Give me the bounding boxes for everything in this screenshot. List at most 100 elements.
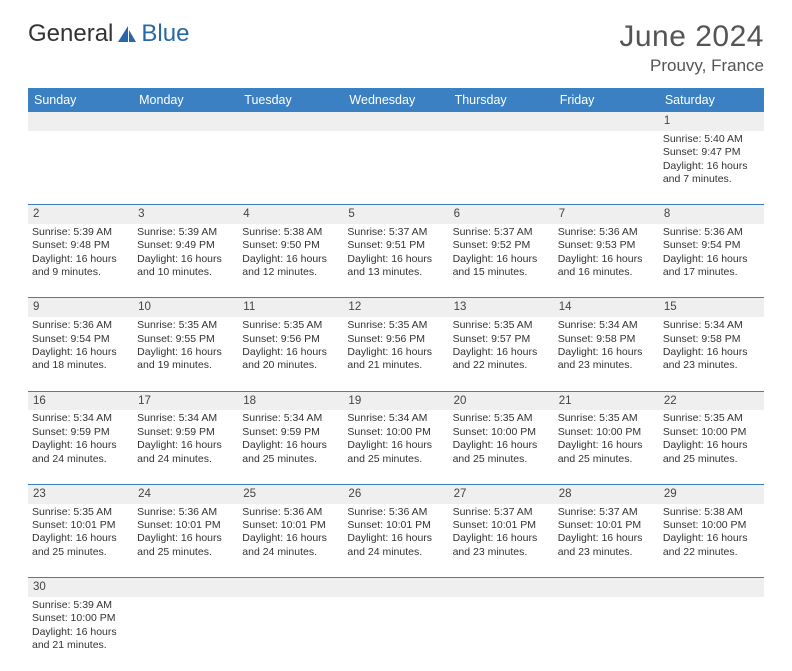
day-cell: Sunrise: 5:35 AMSunset: 9:56 PMDaylight:…: [343, 317, 448, 391]
calendar-table: Sunday Monday Tuesday Wednesday Thursday…: [28, 88, 764, 671]
daylight-text-2: and 10 minutes.: [137, 266, 234, 279]
sunset-text: Sunset: 9:49 PM: [137, 239, 234, 252]
daylight-text-1: Daylight: 16 hours: [558, 346, 655, 359]
day-content-row: Sunrise: 5:39 AMSunset: 9:48 PMDaylight:…: [28, 224, 764, 298]
sunset-text: Sunset: 10:01 PM: [32, 519, 129, 532]
day-number-cell: 6: [449, 205, 554, 224]
day-number-row: 9101112131415: [28, 298, 764, 317]
sunrise-text: Sunrise: 5:35 AM: [347, 319, 444, 332]
weekday-header: Thursday: [449, 88, 554, 112]
day-number-cell: 19: [343, 391, 448, 410]
day-cell: Sunrise: 5:35 AMSunset: 9:56 PMDaylight:…: [238, 317, 343, 391]
sunrise-text: Sunrise: 5:34 AM: [32, 412, 129, 425]
daylight-text-2: and 24 minutes.: [32, 453, 129, 466]
sunrise-text: Sunrise: 5:36 AM: [558, 226, 655, 239]
daylight-text-2: and 21 minutes.: [347, 359, 444, 372]
sunrise-text: Sunrise: 5:35 AM: [558, 412, 655, 425]
sunset-text: Sunset: 10:00 PM: [663, 519, 760, 532]
daylight-text-1: Daylight: 16 hours: [347, 439, 444, 452]
daylight-text-1: Daylight: 16 hours: [32, 253, 129, 266]
sunrise-text: Sunrise: 5:35 AM: [32, 506, 129, 519]
brand-general: General: [28, 20, 113, 48]
day-number-cell: 24: [133, 484, 238, 503]
brand-blue: Blue: [141, 20, 189, 48]
day-cell: Sunrise: 5:35 AMSunset: 10:00 PMDaylight…: [449, 410, 554, 484]
daylight-text-2: and 25 minutes.: [347, 453, 444, 466]
day-cell: Sunrise: 5:34 AMSunset: 10:00 PMDaylight…: [343, 410, 448, 484]
day-content-row: Sunrise: 5:34 AMSunset: 9:59 PMDaylight:…: [28, 410, 764, 484]
daylight-text-2: and 19 minutes.: [137, 359, 234, 372]
sunrise-text: Sunrise: 5:37 AM: [453, 226, 550, 239]
day-number-cell: 25: [238, 484, 343, 503]
sunset-text: Sunset: 9:52 PM: [453, 239, 550, 252]
daylight-text-2: and 16 minutes.: [558, 266, 655, 279]
day-number-cell: [343, 578, 448, 597]
daylight-text-2: and 23 minutes.: [453, 546, 550, 559]
sunset-text: Sunset: 9:56 PM: [347, 333, 444, 346]
day-number-cell: [238, 578, 343, 597]
day-cell: Sunrise: 5:38 AMSunset: 10:00 PMDaylight…: [659, 504, 764, 578]
sunset-text: Sunset: 9:57 PM: [453, 333, 550, 346]
day-number-row: 2345678: [28, 205, 764, 224]
sunset-text: Sunset: 9:55 PM: [137, 333, 234, 346]
day-cell: Sunrise: 5:34 AMSunset: 9:59 PMDaylight:…: [133, 410, 238, 484]
daylight-text-1: Daylight: 16 hours: [137, 253, 234, 266]
day-number-row: 30: [28, 578, 764, 597]
daylight-text-2: and 12 minutes.: [242, 266, 339, 279]
day-cell: [28, 131, 133, 205]
daylight-text-1: Daylight: 16 hours: [347, 253, 444, 266]
day-number-cell: [238, 112, 343, 131]
daylight-text-2: and 25 minutes.: [558, 453, 655, 466]
daylight-text-1: Daylight: 16 hours: [663, 439, 760, 452]
daylight-text-2: and 22 minutes.: [453, 359, 550, 372]
day-cell: [238, 597, 343, 671]
day-cell: [133, 131, 238, 205]
daylight-text-1: Daylight: 16 hours: [32, 346, 129, 359]
day-cell: Sunrise: 5:34 AMSunset: 9:59 PMDaylight:…: [238, 410, 343, 484]
sunset-text: Sunset: 9:58 PM: [663, 333, 760, 346]
daylight-text-2: and 23 minutes.: [663, 359, 760, 372]
day-cell: [659, 597, 764, 671]
daylight-text-2: and 17 minutes.: [663, 266, 760, 279]
daylight-text-2: and 25 minutes.: [32, 546, 129, 559]
day-cell: Sunrise: 5:38 AMSunset: 9:50 PMDaylight:…: [238, 224, 343, 298]
sunset-text: Sunset: 10:00 PM: [453, 426, 550, 439]
sunrise-text: Sunrise: 5:36 AM: [347, 506, 444, 519]
daylight-text-2: and 21 minutes.: [32, 639, 129, 652]
day-cell: Sunrise: 5:37 AMSunset: 9:51 PMDaylight:…: [343, 224, 448, 298]
month-title: June 2024: [619, 20, 764, 54]
day-content-row: Sunrise: 5:40 AMSunset: 9:47 PMDaylight:…: [28, 131, 764, 205]
day-cell: Sunrise: 5:37 AMSunset: 10:01 PMDaylight…: [449, 504, 554, 578]
day-number-cell: 27: [449, 484, 554, 503]
daylight-text-2: and 25 minutes.: [242, 453, 339, 466]
day-cell: [449, 597, 554, 671]
sunset-text: Sunset: 9:56 PM: [242, 333, 339, 346]
daylight-text-1: Daylight: 16 hours: [347, 532, 444, 545]
day-number-cell: 20: [449, 391, 554, 410]
day-cell: Sunrise: 5:34 AMSunset: 9:58 PMDaylight:…: [659, 317, 764, 391]
day-number-cell: 2: [28, 205, 133, 224]
daylight-text-2: and 20 minutes.: [242, 359, 339, 372]
daylight-text-2: and 25 minutes.: [453, 453, 550, 466]
day-number-cell: 7: [554, 205, 659, 224]
daylight-text-2: and 22 minutes.: [663, 546, 760, 559]
day-cell: Sunrise: 5:36 AMSunset: 10:01 PMDaylight…: [133, 504, 238, 578]
day-number-cell: 15: [659, 298, 764, 317]
sunset-text: Sunset: 9:51 PM: [347, 239, 444, 252]
weekday-header: Sunday: [28, 88, 133, 112]
day-cell: [133, 597, 238, 671]
sunrise-text: Sunrise: 5:39 AM: [137, 226, 234, 239]
sunrise-text: Sunrise: 5:35 AM: [663, 412, 760, 425]
day-number-cell: 28: [554, 484, 659, 503]
daylight-text-2: and 18 minutes.: [32, 359, 129, 372]
sunrise-text: Sunrise: 5:36 AM: [242, 506, 339, 519]
day-number-row: 23242526272829: [28, 484, 764, 503]
day-number-cell: 9: [28, 298, 133, 317]
day-number-cell: 23: [28, 484, 133, 503]
daylight-text-2: and 24 minutes.: [242, 546, 339, 559]
weekday-header-row: Sunday Monday Tuesday Wednesday Thursday…: [28, 88, 764, 112]
day-number-cell: [554, 112, 659, 131]
day-number-cell: 22: [659, 391, 764, 410]
daylight-text-1: Daylight: 16 hours: [453, 439, 550, 452]
weekday-header: Monday: [133, 88, 238, 112]
